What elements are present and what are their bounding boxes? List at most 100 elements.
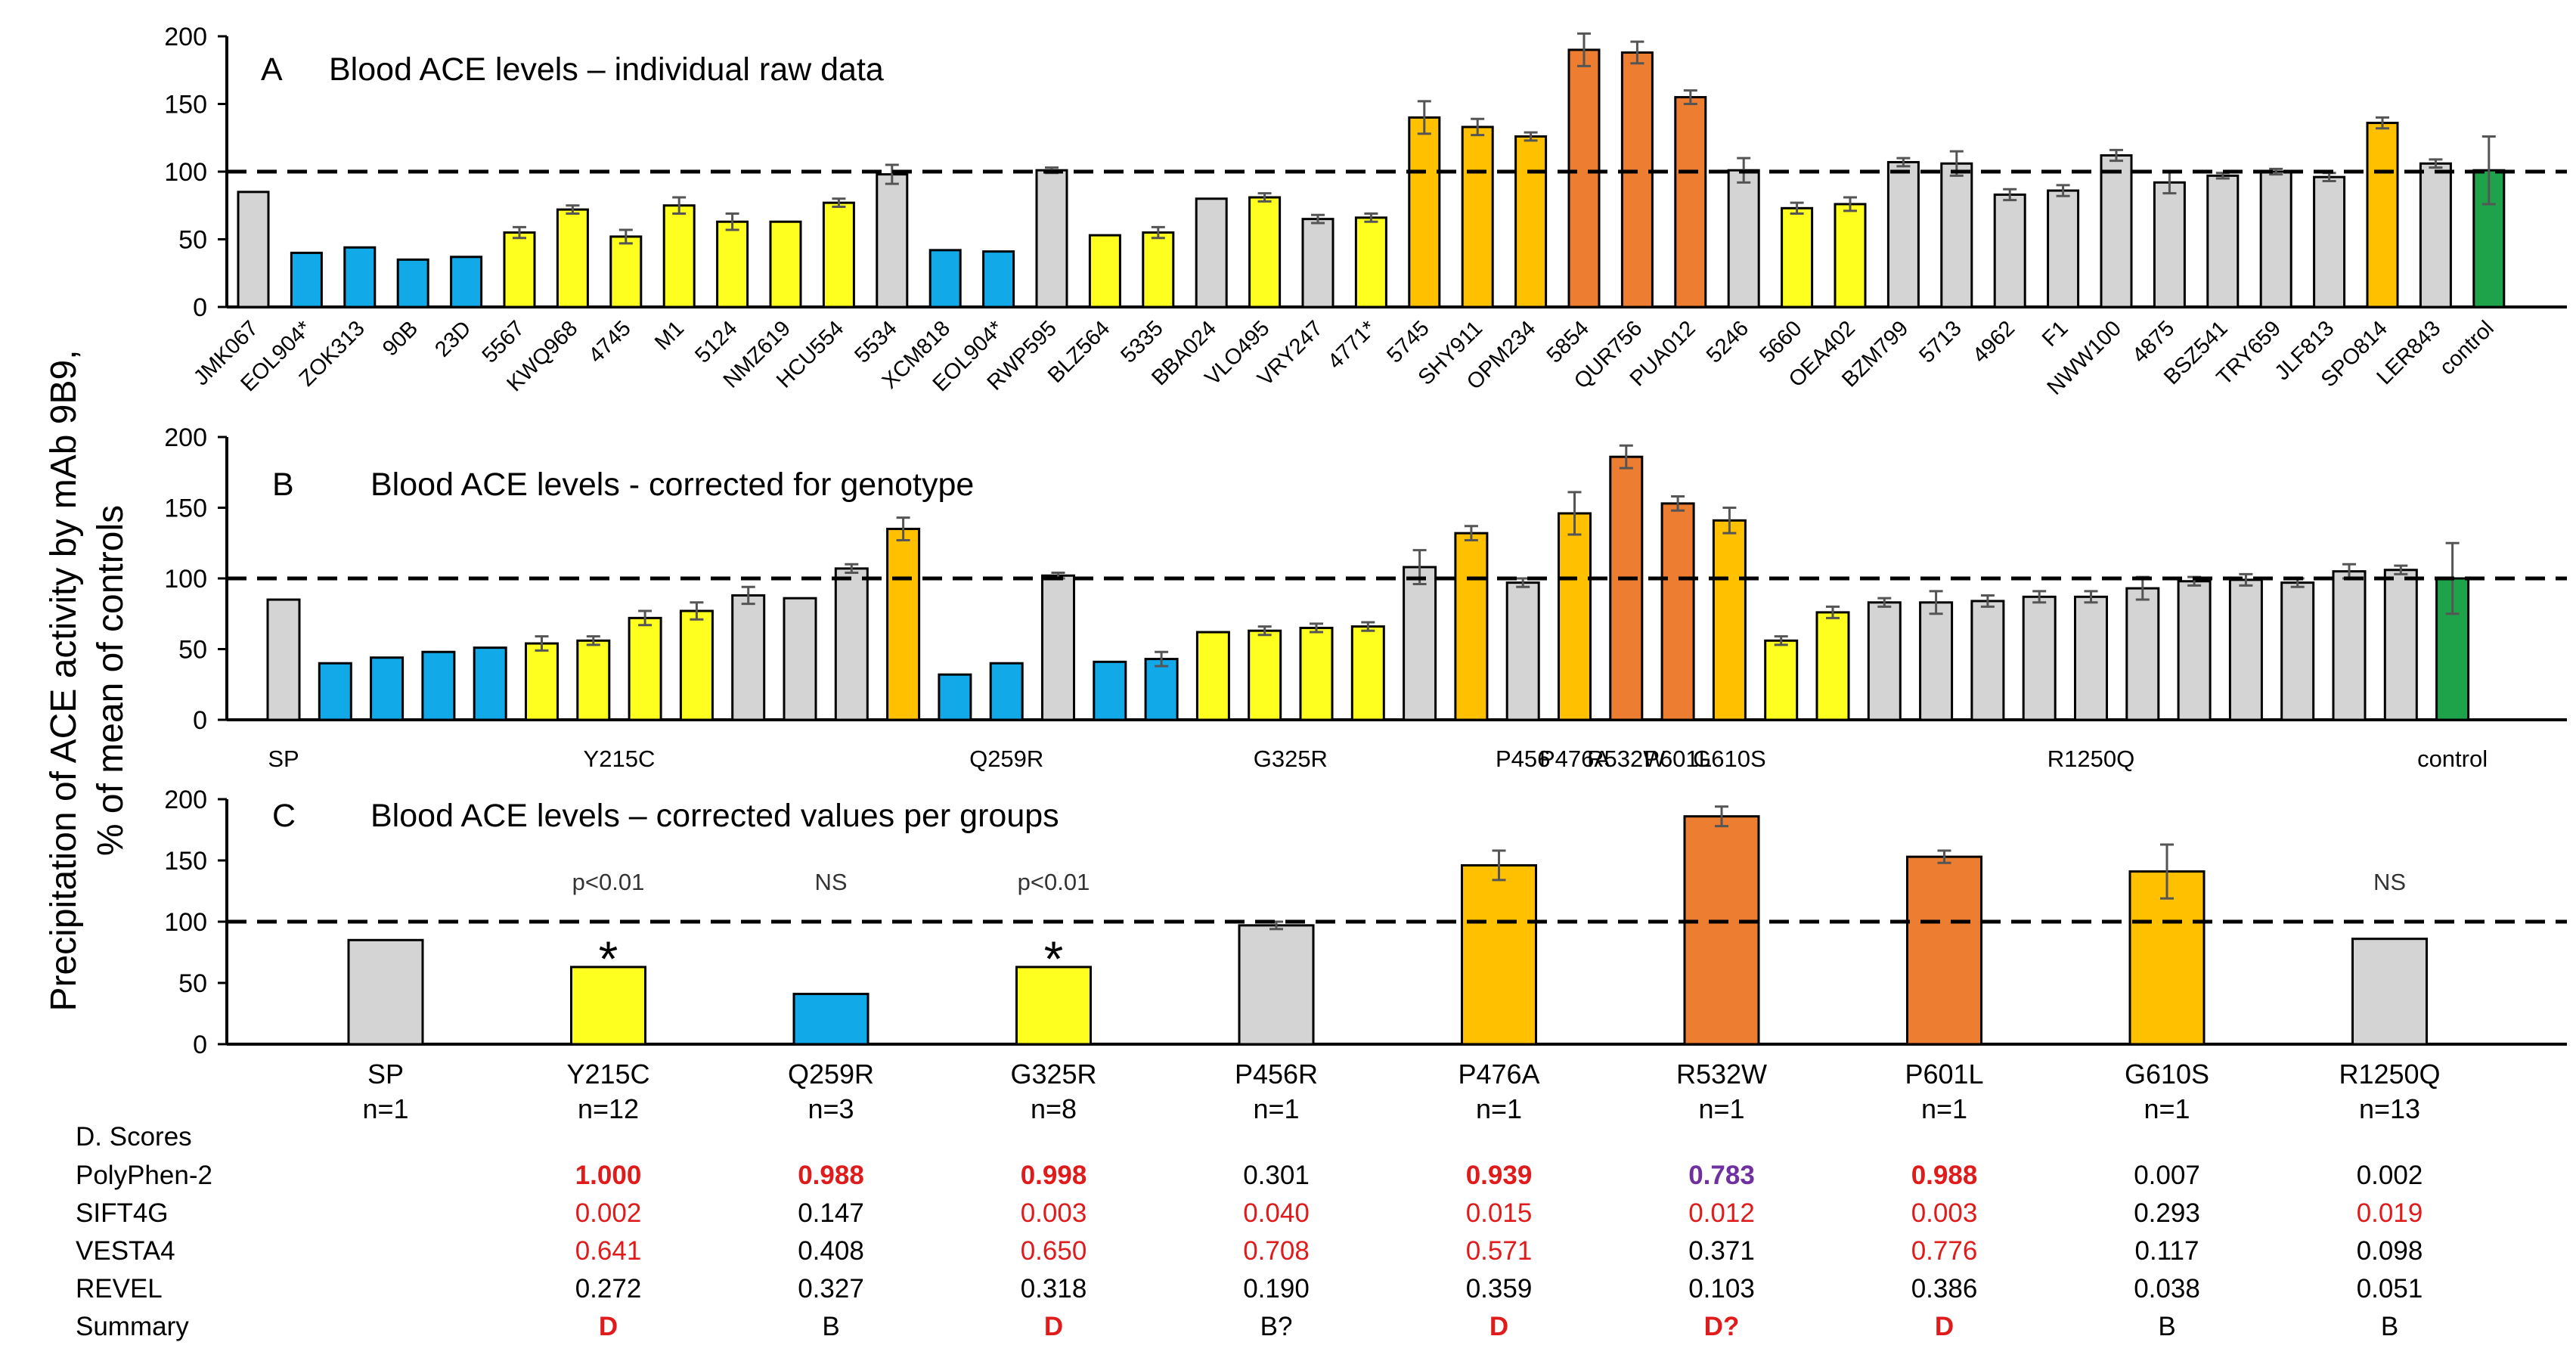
score-value: 0.272: [575, 1274, 642, 1304]
panel-c-category-label: P601L: [1905, 1059, 1983, 1090]
panel-b-bar: [2435, 577, 2470, 721]
panel-a-title: Blood ACE levels – individual raw data: [329, 51, 884, 88]
score-value: D: [1489, 1312, 1508, 1341]
panel-a-bar: [1354, 216, 1387, 308]
panel-c-title: Blood ACE levels – corrected values per …: [370, 798, 1059, 834]
panel-b-bar: [2383, 569, 2418, 721]
panel-a-bar: [2206, 174, 2240, 308]
scores-table: D. Scores PolyPhen-2 1.000 0.988 0.998 0.301 0…: [76, 1122, 2423, 1341]
panel-b-bar: [1299, 626, 1334, 721]
panel-b-bar: [1195, 631, 1230, 721]
panel-b-ytick-label: 50: [178, 636, 207, 665]
panel-b-title: Blood ACE levels - corrected for genotyp…: [370, 467, 974, 503]
panel-a-bar: [1567, 48, 1601, 308]
score-value: B: [822, 1312, 839, 1341]
panel-c-pvalue: p<0.01: [1018, 869, 1090, 895]
panel-a-bar: [237, 191, 270, 308]
panel-c-chart: 0 50 100 150 200 C Blood ACE levels – correcte…: [164, 786, 2567, 1124]
panel-a-bar: [822, 201, 855, 308]
score-value: 0.117: [2135, 1236, 2199, 1266]
panel-b-bar: [1970, 600, 2005, 721]
panel-c-ytick-label: 200: [164, 786, 207, 814]
panel-c-bar: [1683, 815, 1760, 1046]
panel-b-bar: [989, 662, 1024, 721]
score-value: D: [1044, 1312, 1063, 1341]
panel-c-pvalue: NS: [2373, 869, 2406, 895]
panel-b-bar: [576, 639, 611, 721]
panel-a-bar: [928, 249, 962, 308]
panel-b-letter: B: [272, 467, 294, 503]
score-row-label: PolyPhen-2: [76, 1161, 212, 1190]
panel-a-category-label: 5246: [1702, 316, 1753, 367]
score-value: 0.359: [1466, 1274, 1533, 1304]
panel-a-bar: [1993, 193, 2026, 308]
panel-a-ytick-label: 0: [193, 293, 207, 322]
panel-a-bar: [1408, 116, 1441, 308]
panel-a-bar: [2313, 175, 2346, 308]
panel-c-significance-star: *: [1044, 931, 1064, 987]
panel-b-group-label: Y215C: [584, 746, 656, 772]
panel-c-category-label: Y215C: [566, 1059, 649, 1090]
panel-b-bar: [2022, 595, 2057, 721]
panel-b-bar: [421, 650, 456, 721]
y-axis-title: Precipitation of ACE activity by mAb 9B9…: [44, 349, 131, 1011]
panel-b-bar: [1609, 455, 1644, 721]
panel-c-n-label: n=8: [1031, 1093, 1077, 1124]
score-value: 0.103: [1688, 1274, 1755, 1304]
panel-b-bar: [886, 528, 921, 721]
panel-a-bar: [290, 251, 323, 308]
score-value: 0.007: [2134, 1161, 2200, 1190]
panel-a-bar: [1301, 218, 1334, 308]
panel-a-bar: [1142, 231, 1175, 308]
panel-b-bar: [783, 597, 817, 721]
panel-a-ytick-label: 50: [178, 226, 207, 255]
score-value: D?: [1704, 1312, 1740, 1341]
panel-b-bar: [2177, 580, 2212, 721]
panel-a-category-label: 4745: [584, 316, 636, 367]
score-row-label: REVEL: [76, 1274, 163, 1304]
panel-c-bar: [1015, 966, 1092, 1046]
panel-c-letter: C: [272, 798, 296, 834]
panel-a-bar: [1781, 206, 1814, 308]
panel-a-ytick-label: 150: [164, 91, 207, 119]
panel-b-bar: [473, 646, 507, 721]
score-value: 0.988: [798, 1161, 864, 1190]
panel-c-category-label: R1250Q: [2339, 1059, 2440, 1090]
panel-b-bar: [266, 598, 301, 721]
panel-a-bar: [2100, 154, 2133, 308]
score-value: B?: [1260, 1312, 1293, 1341]
panel-a-bar: [2047, 189, 2080, 308]
panel-a-bar: [450, 256, 483, 308]
panel-c-ytick-label: 100: [164, 908, 207, 937]
panel-c-category-label: P456R: [1235, 1059, 1318, 1090]
panel-b-bar: [1815, 611, 1850, 721]
score-value: 0.776: [1911, 1236, 1978, 1266]
panel-b-bar: [1144, 658, 1179, 721]
panel-a-bar: [1620, 51, 1654, 308]
panel-c-n-label: n=13: [2359, 1093, 2420, 1124]
panel-c-pvalue: NS: [814, 869, 847, 895]
panel-c-ytick-label: 50: [178, 969, 207, 998]
panel-a-bar: [609, 235, 643, 308]
y-axis-title-line2: % of mean of controls: [91, 505, 131, 856]
panel-c-category-label: G610S: [2125, 1059, 2209, 1090]
score-value: 0.051: [2357, 1274, 2423, 1304]
panel-c-pvalue: p<0.01: [572, 869, 645, 895]
panel-c-n-label: n=1: [1476, 1093, 1522, 1124]
score-value: 0.012: [1688, 1198, 1755, 1228]
panel-b-bar: [525, 642, 559, 721]
panel-a-bar: [1088, 234, 1121, 308]
panel-a-bar: [769, 220, 802, 308]
panel-b-bar: [318, 662, 352, 721]
panel-c-bar: [1906, 855, 1982, 1046]
score-row-label: Summary: [76, 1312, 189, 1341]
panel-b-group-label: P476A: [1539, 746, 1610, 772]
panel-c-category-label: G325R: [1010, 1059, 1096, 1090]
panel-a-chart: 0 50 100 150 200 A Blood ACE levels – individu…: [164, 23, 2567, 400]
panel-a-bar: [716, 220, 749, 308]
panel-b-bar: [1505, 581, 1540, 721]
panel-b-bar: [938, 673, 972, 721]
panel-a-bar: [343, 246, 377, 308]
panel-a-bar: [662, 204, 696, 308]
score-value: D: [599, 1312, 618, 1341]
